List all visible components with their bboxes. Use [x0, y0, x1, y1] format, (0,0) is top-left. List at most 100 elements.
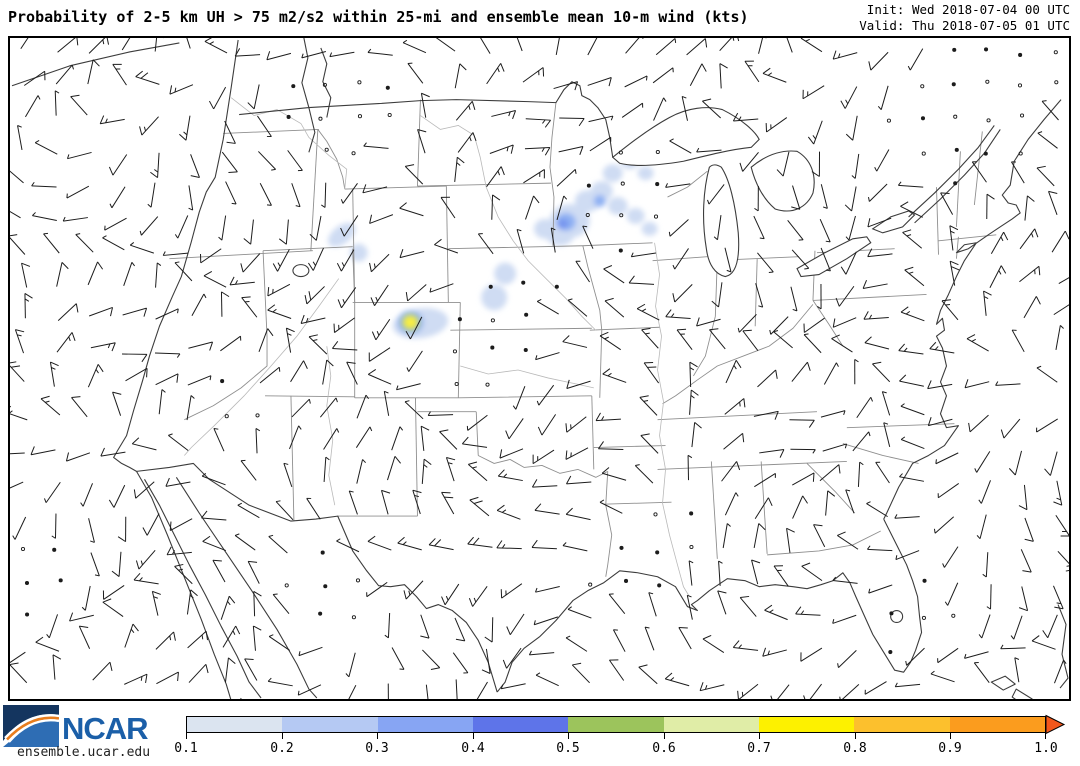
lake-ontario [871, 210, 916, 234]
calm-wind-marker [452, 349, 457, 354]
colorbar-segment [758, 717, 855, 732]
timestamps: Init: Wed 2018-07-04 00 UTC Valid: Thu 2… [859, 2, 1070, 34]
calm-wind-marker [886, 118, 891, 123]
calm-wind-marker [954, 147, 959, 152]
probability-blob [602, 164, 623, 183]
great-salt-lake [292, 264, 310, 278]
calm-wind-marker [351, 615, 356, 620]
calm-wind-marker [318, 611, 323, 616]
init-timestamp: Init: Wed 2018-07-04 00 UTC [866, 2, 1070, 17]
colorbar-tick [377, 733, 378, 739]
calm-wind-marker [322, 82, 327, 87]
lake-huron [750, 150, 815, 212]
colorbar: 0.1 0.2 0.3 0.4 0.5 0.6 0.7 0.8 0.9 1.0 [174, 714, 1066, 760]
footer: NCAR ensemble.ucar.edu 0.1 0.2 0.3 0.4 0.5 0.… [0, 701, 1080, 766]
colorbar-tick-label: 1.0 [1034, 741, 1058, 756]
lake-superior [611, 107, 760, 166]
calm-wind-marker [986, 118, 991, 123]
colorbar-segment [568, 717, 664, 732]
ncar-logo-icon [3, 705, 59, 747]
probability-blob [494, 262, 517, 285]
calm-wind-marker [655, 182, 660, 187]
calm-wind-marker [920, 84, 925, 89]
colorbar-segment [949, 717, 1045, 732]
calm-wind-marker [284, 583, 289, 588]
calm-wind-marker [524, 312, 529, 317]
colorbar-segment [187, 717, 283, 732]
colorbar-tick-label: 0.7 [747, 741, 771, 756]
calm-wind-marker [255, 413, 260, 418]
calm-wind-marker [490, 318, 495, 323]
calm-wind-marker [320, 550, 325, 555]
probability-blob [481, 284, 508, 311]
calm-wind-marker [490, 345, 495, 350]
colorbar-tick-label: 0.9 [938, 741, 962, 756]
colorbar-tick [1045, 733, 1046, 739]
calm-wind-marker [385, 85, 390, 90]
calm-wind-marker [324, 147, 329, 152]
calm-wind-marker [655, 149, 660, 155]
calm-wind-marker [983, 151, 988, 156]
calm-wind-marker [357, 80, 362, 85]
calm-wind-marker [619, 545, 624, 550]
calm-wind-marker [1017, 83, 1023, 88]
calm-wind-marker [1019, 113, 1025, 118]
calm-wind-marker [25, 612, 30, 617]
colorbar-tick-label: 0.1 [174, 741, 198, 756]
colorbar-segment [663, 717, 759, 732]
calm-wind-marker [220, 379, 225, 384]
calm-wind-marker [920, 116, 926, 121]
calm-wind-marker [554, 284, 559, 289]
probability-blob [590, 181, 613, 202]
colorbar-segment [472, 717, 569, 732]
us-coastline [11, 38, 1069, 699]
calm-wind-marker [619, 213, 624, 218]
calm-wind-marker [653, 214, 659, 219]
probability-blob [637, 166, 654, 181]
calm-wind-marker [357, 114, 363, 119]
calm-wind-marker [618, 150, 623, 155]
calm-wind-marker [521, 280, 526, 285]
calm-wind-marker [951, 613, 956, 618]
probability-blob [404, 316, 417, 329]
us-map-canvas [10, 38, 1069, 699]
lake-erie [796, 236, 872, 278]
lake-michigan [703, 164, 740, 278]
colorbar-segment [377, 717, 473, 732]
colorbar-tick [950, 733, 951, 739]
colorbar-tick [664, 733, 665, 739]
ncar-wordmark: NCAR [62, 711, 149, 746]
colorbar-tick [186, 733, 187, 739]
calm-wind-marker [921, 151, 926, 156]
colorbar-segment [282, 717, 378, 732]
calm-wind-marker [953, 114, 958, 119]
calm-wind-marker [618, 248, 623, 253]
calm-wind-marker [488, 284, 493, 289]
calm-wind-marker [1053, 50, 1058, 55]
calm-wind-marker [953, 181, 958, 186]
calm-wind-marker [952, 47, 957, 52]
colorbar-tick [473, 733, 474, 739]
calm-wind-marker [985, 79, 990, 84]
calm-wind-marker [586, 183, 591, 188]
islands [990, 604, 1069, 699]
calm-wind-marker [457, 317, 462, 322]
valid-timestamp: Valid: Thu 2018-07-05 01 UTC [859, 18, 1070, 33]
probability-blob [641, 221, 658, 236]
calm-wind-marker [620, 181, 625, 186]
calm-wind-marker [523, 347, 528, 353]
calm-wind-marker [351, 151, 356, 156]
probability-blob [593, 195, 606, 207]
calm-wind-marker [657, 583, 662, 588]
calm-wind-marker [888, 650, 893, 655]
calm-wind-marker [585, 212, 590, 218]
calm-wind-marker [655, 550, 660, 555]
colorbar-arrow [1045, 714, 1066, 735]
calm-wind-marker [24, 580, 30, 586]
colorbar-tick [759, 733, 760, 739]
calm-wind-marker [58, 578, 63, 583]
probability-shading [328, 153, 658, 339]
colorbar-tick-label: 0.5 [556, 741, 580, 756]
probability-blob [534, 218, 556, 239]
calm-wind-marker [951, 82, 956, 87]
